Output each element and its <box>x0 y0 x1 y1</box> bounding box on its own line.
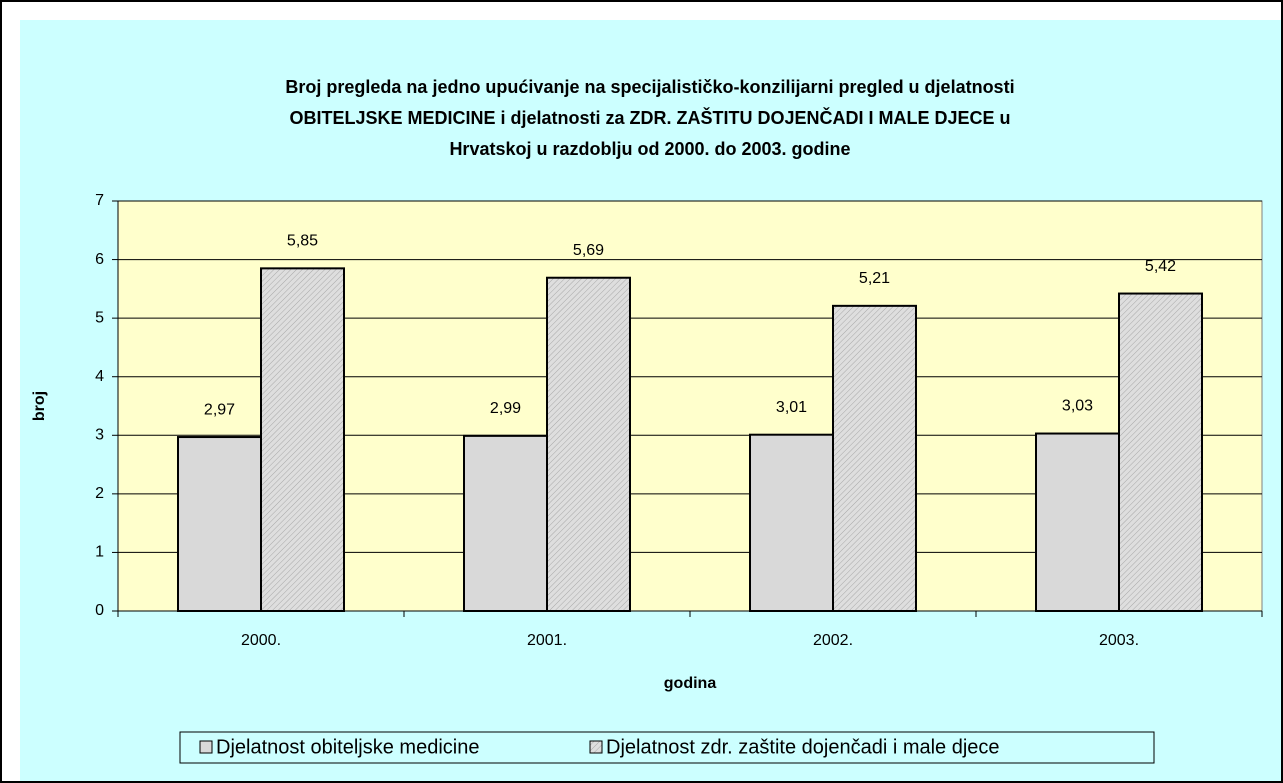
value-label: 2,97 <box>204 401 235 418</box>
legend-label: Djelatnost obiteljske medicine <box>216 736 479 758</box>
x-tick-label: 2001. <box>527 632 567 649</box>
x-tick-label: 2002. <box>813 632 853 649</box>
y-tick-label: 7 <box>95 192 104 209</box>
chart-title: Hrvatskoj u razdoblju od 2000. do 2003. … <box>449 139 850 159</box>
value-label: 5,21 <box>859 270 890 287</box>
chart-title: Broj pregleda na jedno upućivanje na spe… <box>285 77 1014 97</box>
bar <box>546 276 631 612</box>
value-label: 3,01 <box>776 399 807 416</box>
y-tick-label: 5 <box>95 309 104 326</box>
bar <box>749 433 834 613</box>
x-tick-label: 2003. <box>1099 632 1139 649</box>
y-axis-label: broj <box>31 391 48 421</box>
y-tick-label: 0 <box>95 602 104 619</box>
bar <box>463 434 548 612</box>
x-axis-label: godina <box>664 675 717 692</box>
value-label: 5,42 <box>1145 258 1176 275</box>
y-tick-label: 6 <box>95 251 104 268</box>
value-label: 5,69 <box>573 242 604 259</box>
legend-label: Djelatnost zdr. zaštite dojenčadi i male… <box>606 736 1000 758</box>
bar <box>177 436 262 612</box>
value-label: 2,99 <box>490 400 521 417</box>
y-tick-label: 4 <box>95 368 104 385</box>
legend <box>179 731 1155 764</box>
value-label: 5,85 <box>287 233 318 250</box>
value-label: 3,03 <box>1062 398 1093 415</box>
x-tick-label: 2000. <box>241 632 281 649</box>
bar <box>1035 432 1120 612</box>
y-tick-label: 1 <box>95 544 104 561</box>
legend-swatch <box>589 740 603 754</box>
chart-title: OBITELJSKE MEDICINE i djelatnosti za ZDR… <box>289 107 1010 128</box>
bar <box>832 304 917 612</box>
y-tick-label: 3 <box>95 427 104 444</box>
bar <box>260 267 345 612</box>
legend-swatch <box>199 740 213 754</box>
y-tick-label: 2 <box>95 485 104 502</box>
bar <box>1118 292 1203 612</box>
